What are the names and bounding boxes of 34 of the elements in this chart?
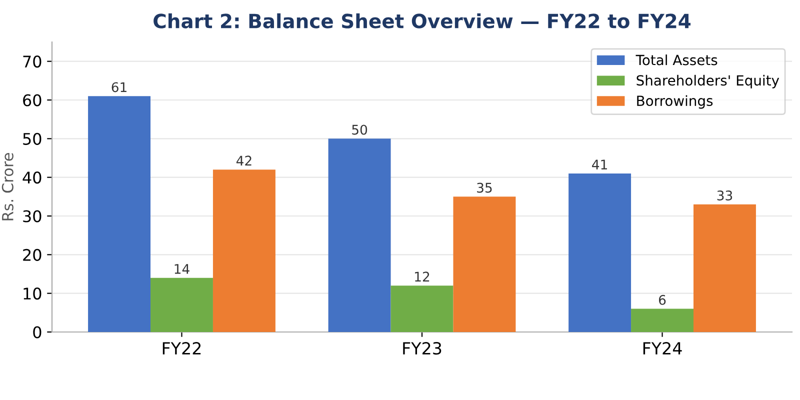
data-label: 12: [415, 272, 430, 282]
bar: [693, 204, 756, 332]
x-tick-label: FY24: [643, 342, 682, 354]
legend-label: Total Assets: [636, 54, 718, 66]
bar: [150, 278, 213, 332]
data-label: 33: [717, 190, 732, 200]
data-label: 14: [174, 264, 190, 274]
data-label: 41: [592, 160, 607, 170]
bar: [328, 138, 391, 332]
data-label: 42: [236, 156, 252, 166]
bar: [88, 96, 151, 332]
data-label: 6: [658, 294, 666, 305]
legend-label: Shareholders' Equity: [636, 74, 780, 88]
x-tick-label: FY23: [403, 342, 442, 355]
y-tick-label: 10: [24, 288, 42, 300]
bar: [212, 170, 276, 332]
legend-label: Borrowings: [637, 95, 713, 109]
y-tick-label: 70: [23, 56, 42, 68]
data-label: 61: [112, 82, 126, 92]
y-axis-title: Rs. Crore: [2, 153, 14, 220]
y-tick-label: 30: [23, 210, 42, 222]
y-tick-label: 60: [23, 94, 42, 106]
bar: [568, 173, 632, 332]
y-tick-label: 40: [22, 172, 42, 184]
data-label: 50: [352, 124, 368, 135]
bar: [390, 286, 454, 332]
data-label: 35: [477, 182, 492, 193]
bar: [631, 308, 694, 332]
bar: [453, 196, 516, 332]
x-tick-label: FY22: [162, 342, 201, 354]
y-tick-label: 50: [23, 132, 42, 145]
y-tick-label: 0: [33, 326, 42, 338]
chart-title: Chart 2: Balance Sheet Overview — FY22 to FY24: [154, 13, 691, 28]
y-tick-label: 20: [23, 248, 42, 261]
